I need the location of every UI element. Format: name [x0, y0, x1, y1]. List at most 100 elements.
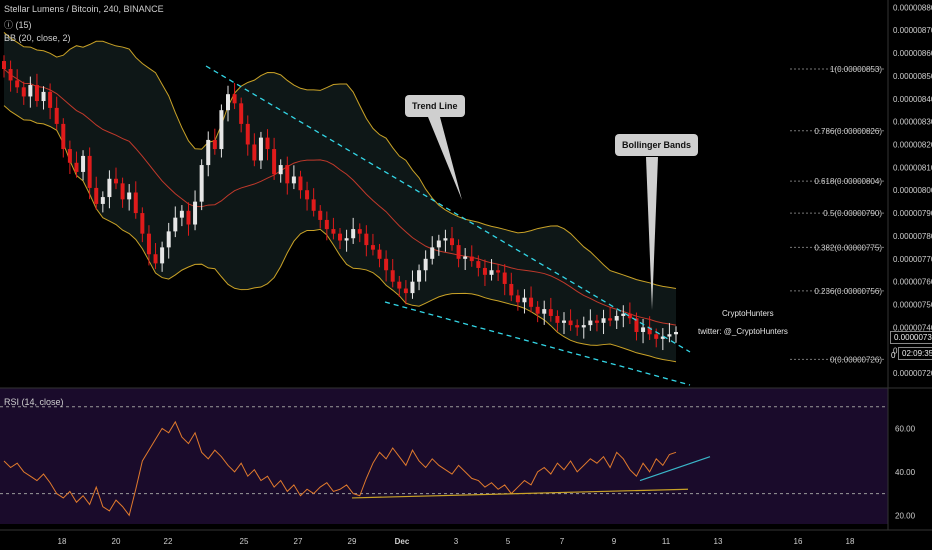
countdown-badge: 02:09:35: [898, 347, 932, 360]
rsi-tick-label: 20.00: [895, 511, 916, 520]
current-price-badge: 0.00000738: [890, 331, 932, 344]
rsi-tick-label: 60.00: [895, 424, 916, 433]
fib-level-label: 0.236(0.00000756): [814, 287, 882, 296]
time-tick-label: 29: [348, 537, 357, 546]
candle-body: [535, 306, 540, 314]
candle-body: [81, 155, 86, 172]
rsi-tick-label: 40.00: [895, 468, 916, 477]
candle-body: [621, 313, 626, 316]
candle-body: [450, 238, 454, 246]
price-tick-label: 0.00000820: [893, 140, 932, 149]
candle-body: [100, 197, 105, 204]
author-label: CryptoHunters: [722, 309, 774, 318]
price-tick-label: 0.00000760: [893, 278, 932, 287]
time-tick-label: 22: [164, 537, 173, 546]
candle-body: [206, 139, 211, 166]
candles[interactable]: [2, 55, 678, 351]
price-tick-label: 0.00000790: [893, 209, 932, 218]
time-tick-label: 20: [112, 537, 121, 546]
candle-body: [344, 238, 349, 241]
fib-level-label: 0.786(0.00000826): [814, 127, 882, 136]
candle-body: [114, 178, 118, 184]
candle-body: [594, 320, 599, 323]
candle-body: [34, 85, 39, 102]
price-tick-label: 0.00000750: [893, 301, 932, 310]
candle-body: [397, 281, 402, 289]
candle-body: [575, 325, 580, 328]
fib-level-label: 1(0.00000853): [830, 65, 882, 74]
bb-basis: [3, 68, 677, 326]
time-tick-label: 13: [714, 537, 723, 546]
candle-body: [278, 165, 283, 175]
twitter-label: twitter: @_CryptoHunters: [698, 327, 788, 336]
time-tick-label: 3: [454, 537, 459, 546]
fib-level-label: 0.5(0.00000790): [823, 209, 882, 218]
candle-body: [482, 267, 487, 275]
rsi-trend-line: [639, 456, 711, 482]
fib-level-label: 0(0.00000726): [830, 355, 882, 364]
candle-body: [634, 318, 639, 332]
candle-body: [153, 254, 158, 264]
candle-body: [67, 149, 72, 163]
candle-body: [193, 201, 198, 225]
fib-level-label: 0.382(0.00000775): [814, 243, 882, 252]
candle-body: [522, 297, 527, 303]
rsi-panel-background: [0, 388, 888, 524]
time-tick-label: 9: [612, 537, 617, 546]
candle-body: [430, 247, 435, 259]
candle-body: [298, 176, 303, 191]
candle-body: [443, 238, 448, 241]
candle-body: [291, 176, 296, 184]
candle-body: [324, 219, 329, 230]
candle-body: [94, 187, 99, 204]
candle-body: [502, 272, 507, 284]
candle-body: [338, 233, 342, 241]
candle-body: [476, 261, 481, 268]
candle-body: [285, 165, 290, 184]
candle-body: [674, 331, 678, 335]
bb-lower: [3, 105, 677, 363]
candle-body: [245, 123, 250, 145]
candle-body: [2, 61, 6, 70]
candle-body: [423, 258, 428, 271]
candle-body: [370, 245, 375, 250]
bollinger-bands: [3, 32, 677, 363]
candle-body: [28, 85, 33, 97]
candle-body: [608, 318, 613, 321]
bb-upper: [3, 32, 677, 290]
indicator-legend-bb: BB (20, close, 2): [4, 33, 71, 43]
price-tick-label: 0.00000830: [893, 118, 932, 127]
candle-body: [496, 270, 501, 273]
indicator-legend-1: ⓘ (15): [4, 20, 32, 30]
price-tick-label: 0.00000780: [893, 232, 932, 241]
price-tick-label: 0.00000800: [893, 186, 932, 195]
candle-body: [410, 281, 415, 294]
price-tick-label: 0.00000740: [893, 323, 932, 332]
candle-body: [239, 103, 244, 124]
candle-body: [219, 110, 224, 150]
candle-body: [403, 288, 408, 294]
time-tick-label: 18: [846, 537, 855, 546]
candle-body: [529, 297, 534, 307]
candle-body: [601, 318, 606, 323]
bollinger-callout: Bollinger Bands: [615, 134, 699, 156]
upper-trend-line: [205, 65, 691, 353]
rsi-line: [3, 420, 677, 517]
time-tick-label: Dec: [395, 537, 410, 546]
candle-body: [463, 256, 468, 259]
trend-callout-pointer: [428, 117, 462, 200]
candle-body: [489, 270, 494, 275]
time-tick-label: 18: [58, 537, 67, 546]
trend-lines: [205, 65, 691, 386]
chart-title: Stellar Lumens / Bitcoin, 240, BINANCE: [4, 4, 164, 14]
candle-body: [614, 315, 619, 321]
bollinger-callout-pointer: [646, 157, 658, 310]
candle-body: [160, 247, 165, 264]
fib-level-label: 0.618(0.00000804): [814, 177, 882, 186]
time-tick-label: 7: [560, 537, 565, 546]
candle-body: [331, 229, 336, 234]
candle-body: [226, 94, 230, 111]
candle-body: [515, 295, 520, 303]
bb-fill: [4, 32, 676, 362]
